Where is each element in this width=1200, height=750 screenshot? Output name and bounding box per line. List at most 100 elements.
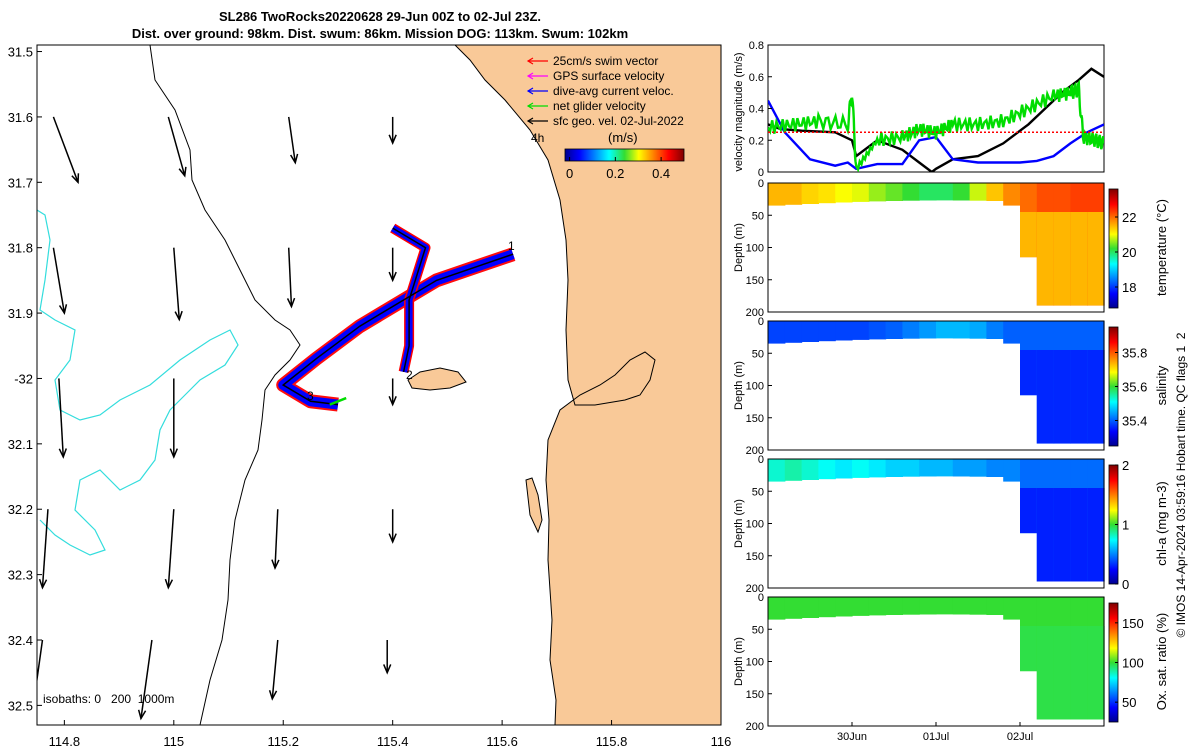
chla-ytick-label: 200 [746, 583, 764, 595]
island-rottnest [407, 367, 467, 391]
legend-entry-label: GPS surface velocity [553, 69, 664, 83]
temperature-profile-cell [801, 183, 819, 204]
chla-profile-deep-cell [1036, 488, 1055, 582]
temperature-profile-cell [818, 183, 836, 204]
temperature-profile-deep-cell [1070, 212, 1088, 306]
oxygen-profile-cell [1003, 597, 1021, 620]
chla-profile-deep-cell [1053, 488, 1071, 582]
current-vector-head [271, 559, 280, 571]
salinity-profile-cell [852, 321, 870, 340]
oxygen-profile-cell [986, 597, 1004, 615]
oxygen-profile-cell [936, 597, 954, 615]
current-vector [271, 639, 279, 699]
current-vector-head [383, 664, 392, 675]
title-line-1: SL286 TwoRocks20220628 29-Jun 00Z to 02-… [219, 9, 541, 24]
chla-profile-cell [952, 459, 971, 477]
salinity-cbar-tick-label: 35.4 [1122, 414, 1147, 429]
map-panel: 1 2 3 31.5 31.6 31.7 31.8 31.9 -32 32.1 32.2 32.… [8, 44, 731, 749]
oxygen-profile-cell [952, 597, 971, 615]
oxygen-ytick-label: 150 [746, 689, 764, 701]
salinity-ytick-label: 100 [746, 381, 764, 393]
oxygen-profile-cell [784, 597, 803, 619]
oxygen-profile-cell [919, 597, 937, 615]
legend-swatch-head [526, 117, 534, 125]
chla-profile-cell [936, 459, 954, 477]
temperature-profile-deep-cell [1087, 212, 1105, 306]
velocity-lines [768, 67, 1104, 172]
temperature-cbar-tick-label: 22 [1122, 210, 1136, 225]
map-ytick-label: 32.2 [8, 502, 33, 517]
salinity-cbar-tick-label: 35.6 [1122, 380, 1147, 395]
salinity-profile-cell [952, 321, 971, 339]
temperature-ytick-label: 100 [746, 243, 764, 255]
velocity-ylabel: velocity magnitude (m/s) [733, 52, 745, 171]
chla-cbar-tick-label: 0 [1122, 577, 1129, 592]
time-axis: 30Jun 01Jul 02Jul [837, 722, 1033, 743]
salinity-ytick-label: 0 [758, 316, 764, 328]
chla-profile-cell [868, 459, 887, 478]
temperature-profile-deep-cell [1020, 212, 1038, 258]
legend-entry-label: net glider velocity [553, 99, 646, 113]
salinity-ylabel: Depth (m) [733, 361, 745, 410]
track-label-2: 2 [406, 368, 413, 382]
velocity-ytick-label: 0 [758, 167, 764, 179]
time-tick-label: 02Jul [1007, 731, 1033, 743]
current-vector-head [388, 533, 397, 544]
temperature-profile-cell [902, 183, 920, 201]
current-vector [287, 247, 293, 307]
chla-profile-cell [784, 459, 803, 481]
net-glider-velocity [329, 396, 347, 406]
map-ytick-label: 31.8 [8, 241, 33, 256]
temperature-profile-cell [784, 183, 803, 205]
salinity-profile-cell [986, 321, 1004, 339]
chla-cbar-tick-label: 1 [1122, 518, 1129, 533]
current-vector [37, 639, 44, 685]
current-vector-head [286, 297, 296, 309]
salinity-profile-cell [885, 321, 903, 339]
chla-profile-cell [801, 459, 819, 480]
chla-profile-cell [986, 459, 1004, 477]
oxygen-profile-cell [852, 597, 870, 616]
map-ytick-label: 31.6 [8, 110, 33, 125]
map-xtick-label: 114.8 [49, 734, 81, 749]
salinity-profile-deep-cell [1087, 350, 1105, 444]
salinity-cbar-label: salinity [1154, 365, 1169, 405]
map-y-axis: 31.5 31.6 31.7 31.8 31.9 -32 32.1 32.2 32.3 32.4 3… [8, 45, 42, 713]
map-colorbar [564, 148, 685, 162]
current-vector [167, 509, 175, 588]
chla-panel: 0 50 100 150 200 Depth (m) 0 1 2 chl-a (mg m-3) [733, 454, 1169, 595]
oxygen-cbar-label: Ox. sat. ratio (%) [1154, 613, 1169, 711]
current-vector [140, 639, 153, 719]
current-vector-head [137, 709, 147, 721]
temperature-profile-cell [936, 183, 954, 201]
chla-profile-deep-cell [1087, 488, 1105, 582]
oxygen-profile-cell [902, 597, 920, 615]
salinity-profile-cell [902, 321, 920, 339]
salinity-profile-cell [768, 321, 786, 344]
salinity-panel: 0 50 100 150 200 Depth (m) 35.4 35.6 35.8 salinit… [733, 316, 1169, 457]
isobath-1000m [37, 209, 239, 556]
temperature-profile-cell [852, 183, 870, 202]
current-vector [274, 509, 279, 569]
current-vector-head [58, 448, 68, 459]
footer-note: © IMOS 14-Apr-2024 03:59:16 Hobart time.… [1174, 332, 1188, 637]
chla-profile-cell [1003, 459, 1021, 482]
current-vector [41, 509, 49, 588]
current-vector [167, 116, 186, 176]
track-label-1: 1 [508, 239, 515, 253]
oxygen-profile-cell [818, 597, 836, 618]
map-xtick-label: 115.2 [267, 734, 299, 749]
current-vector-head [178, 166, 187, 178]
temperature-profile-cell [1003, 183, 1021, 206]
oxygen-profile-deep-cell [1036, 626, 1055, 720]
current-vector [287, 116, 297, 163]
chla-cbar-label: chl-a (mg m-3) [1154, 481, 1169, 566]
salinity-profile-deep-cell [1036, 350, 1055, 444]
oxygen-profile-cell [835, 597, 853, 617]
oxygen-ytick-label: 200 [746, 721, 764, 733]
chla-profile-cell [818, 459, 836, 480]
current-vector-head [71, 173, 80, 185]
island-garden [525, 477, 543, 534]
temperature-cbar-tick-label: 18 [1122, 280, 1136, 295]
